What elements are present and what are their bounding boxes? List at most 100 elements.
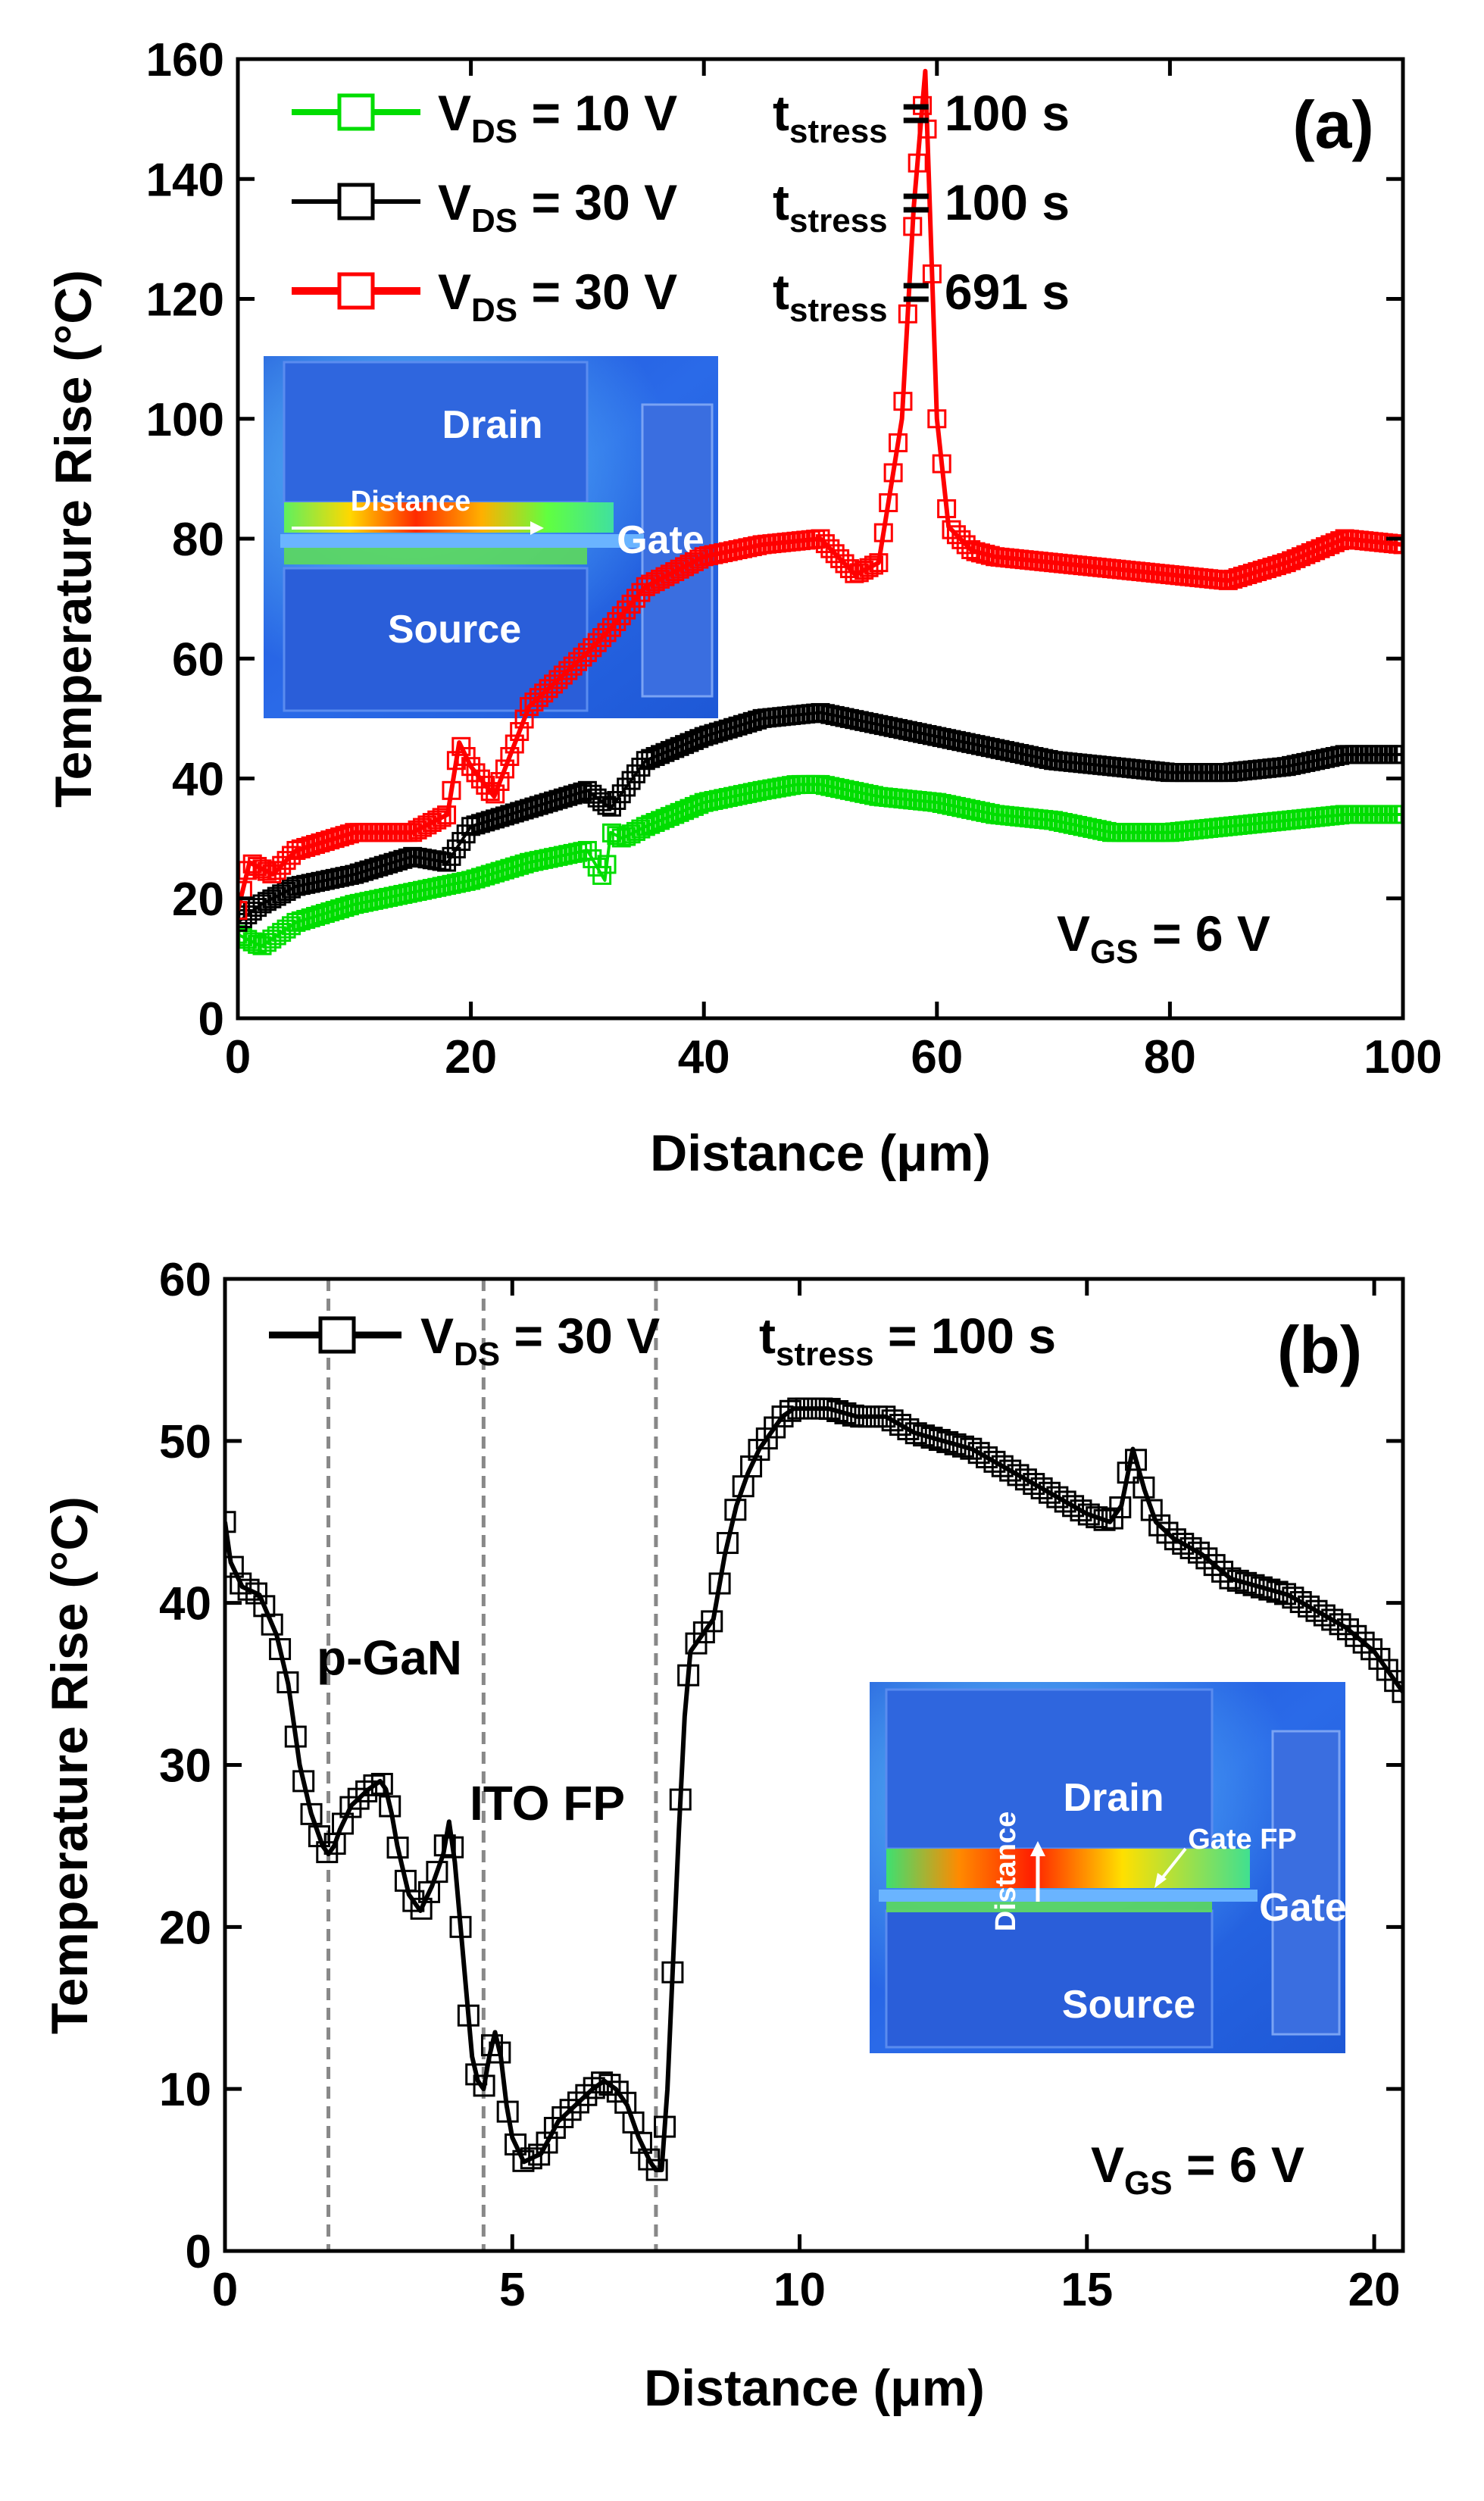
series-marker-b-0 <box>284 1725 307 1748</box>
series-marker-a-2 <box>1320 535 1340 555</box>
svg-text:VDS = 10 V tstress = 100 s: VDS = 10 V tstress = 100 s <box>438 85 1070 150</box>
series-marker-b-0 <box>951 1435 974 1458</box>
panel-b-y-tick-label: 20 <box>159 1902 211 1954</box>
series-marker-a-2 <box>1286 549 1306 568</box>
panel-b-inset-drain: Drain <box>1064 1776 1164 1820</box>
series-marker-b-0 <box>1219 1567 1242 1590</box>
series-marker-a-0 <box>296 909 316 929</box>
series-marker-b-0 <box>1376 1658 1398 1681</box>
series-marker-a-1 <box>393 849 413 869</box>
series-marker-a-2 <box>889 433 908 452</box>
series-marker-a-2 <box>315 832 335 852</box>
series-marker-a-2 <box>311 833 330 853</box>
series-marker-a-0 <box>592 865 612 885</box>
series-marker-a-2 <box>291 839 311 858</box>
series-marker-a-2 <box>617 600 636 620</box>
series-marker-b-0 <box>237 1578 260 1601</box>
panel-a-x-tick-label: 80 <box>1144 1031 1196 1083</box>
series-marker-b-0 <box>567 2091 589 2114</box>
series-marker-a-0 <box>651 811 670 830</box>
series-marker-a-2 <box>839 559 859 579</box>
series-marker-a-1 <box>714 721 733 740</box>
series-marker-a-1 <box>379 854 398 874</box>
legend-3-v-rest: = 30 V <box>517 264 691 320</box>
series-marker-a-2 <box>1257 559 1277 579</box>
series-marker-b-0 <box>826 1399 849 1422</box>
series-marker-b-0 <box>1329 1613 1351 1636</box>
series-marker-a-1 <box>276 882 296 902</box>
series-marker-a-0 <box>320 902 340 922</box>
series-marker-a-2 <box>611 606 631 626</box>
series-marker-a-2 <box>830 549 850 568</box>
series-marker-b-0 <box>1195 1547 1218 1570</box>
series-line-a-1 <box>238 711 1403 924</box>
series-marker-a-2 <box>601 617 621 637</box>
series-marker-a-2 <box>942 520 961 539</box>
legend-2-v-rest: = 30 V <box>517 174 691 230</box>
series-marker-a-2 <box>1267 556 1286 576</box>
series-marker-a-2 <box>587 633 607 652</box>
panel-b-y-tick-label: 10 <box>159 2064 211 2116</box>
series-marker-a-0 <box>486 863 505 883</box>
series-marker-b-0 <box>716 1532 739 1555</box>
series-marker-a-0 <box>641 814 661 834</box>
series-marker-b-0 <box>873 1405 896 1428</box>
series-marker-b-0 <box>1125 1449 1148 1471</box>
series-marker-b-0 <box>1187 1541 1210 1564</box>
series-marker-b-0 <box>913 1424 936 1447</box>
panel-b-legend: VDS = 30 V tstress = 100 s <box>269 1308 1056 1373</box>
panel-a-legend-entry-3: VDS = 30 V tstress = 691 s <box>292 264 1070 329</box>
series-marker-a-2 <box>252 859 272 879</box>
series-marker-a-2 <box>1228 567 1248 587</box>
series-marker-a-2 <box>272 855 292 875</box>
series-marker-a-1 <box>364 858 383 878</box>
series-marker-b-0 <box>630 2131 652 2154</box>
series-marker-b-0 <box>363 1774 386 1796</box>
series-marker-a-2 <box>898 304 917 324</box>
series-marker-a-0 <box>311 905 330 925</box>
series-marker-a-2 <box>811 529 830 549</box>
panel-a-inset-layer: Drain Source Gate Distance <box>264 356 718 718</box>
series-marker-b-0 <box>386 1837 409 1859</box>
series-marker-a-2 <box>1238 564 1257 584</box>
series-marker-a-1 <box>573 782 592 802</box>
series-marker-b-0 <box>465 2063 488 2086</box>
legend-b-v: V <box>420 1308 454 1364</box>
series-marker-a-2 <box>873 523 893 542</box>
series-marker-a-0 <box>480 864 500 884</box>
panel-a-x-tick-label: 20 <box>445 1031 497 1083</box>
panel-a-y-tick-label: 140 <box>146 154 224 206</box>
series-marker-b-0 <box>339 1796 362 1818</box>
series-marker-b-0 <box>332 1812 354 1835</box>
series-marker-b-0 <box>920 1427 943 1449</box>
series-marker-a-2 <box>927 409 947 429</box>
legend-2-v: V <box>438 174 471 230</box>
series-marker-a-0 <box>636 817 655 836</box>
series-marker-a-2 <box>238 901 248 921</box>
series-marker-b-0 <box>1086 1506 1108 1529</box>
series-marker-a-1 <box>359 860 379 880</box>
panel-b-x-axis-title: Distance (μm) <box>644 2359 985 2417</box>
series-marker-b-0 <box>701 1610 723 1633</box>
series-marker-a-1 <box>558 786 578 806</box>
series-marker-a-1 <box>708 722 728 742</box>
panel-b-y-tick-label: 30 <box>159 1740 211 1793</box>
series-marker-a-2 <box>442 780 461 800</box>
series-marker-b-0 <box>276 1671 299 1693</box>
series-marker-a-2 <box>869 553 889 573</box>
panel-b-x-tick-label: 10 <box>773 2264 826 2316</box>
legend-2-t-rest: = 100 s <box>888 174 1070 230</box>
series-marker-a-2 <box>437 805 457 825</box>
series-marker-b-0 <box>904 1422 927 1445</box>
series-marker-a-2 <box>825 544 845 564</box>
series-marker-a-2 <box>1272 555 1292 574</box>
panel-b-inset-gate-fp: Gate FP <box>1188 1824 1297 1855</box>
series-marker-a-2 <box>1233 566 1253 586</box>
series-marker-a-2 <box>684 552 704 571</box>
series-marker-b-0 <box>889 1414 912 1437</box>
series-marker-a-0 <box>291 911 311 930</box>
series-marker-b-0 <box>1093 1508 1116 1531</box>
series-marker-a-2 <box>626 589 645 608</box>
series-marker-a-2 <box>1315 537 1335 557</box>
panel-a-y-tick-label: 20 <box>172 874 224 926</box>
